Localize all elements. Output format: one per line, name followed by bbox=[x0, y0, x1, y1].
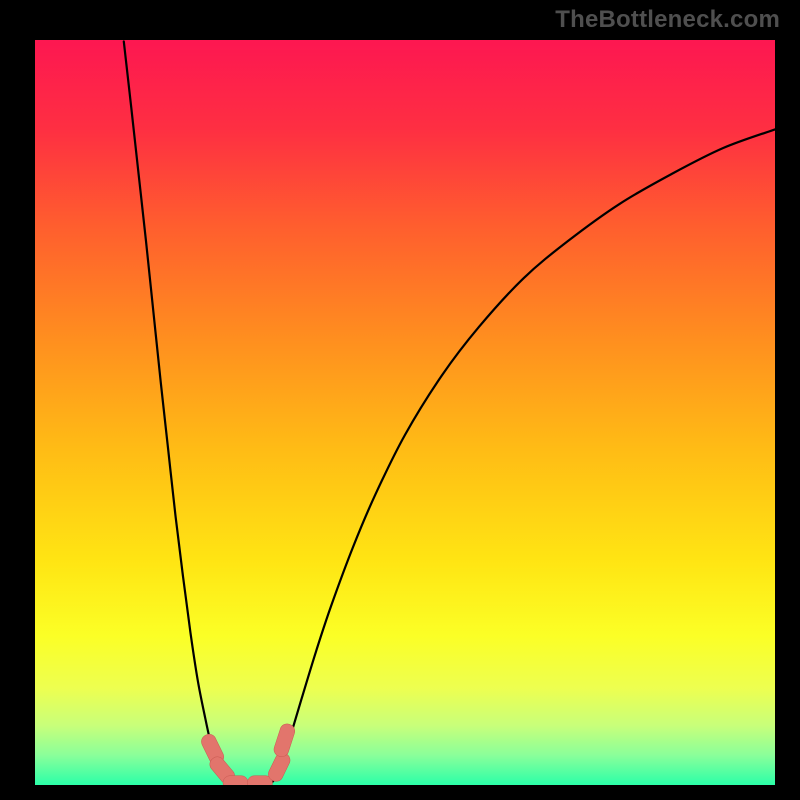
watermark-label: TheBottleneck.com bbox=[555, 6, 780, 34]
curve-marker bbox=[247, 776, 272, 785]
chart-stage: TheBottleneck.com bbox=[0, 0, 800, 800]
plot-frame bbox=[35, 40, 775, 785]
plot-background bbox=[35, 40, 775, 785]
plot-svg bbox=[35, 40, 775, 785]
curve-marker bbox=[223, 776, 248, 785]
